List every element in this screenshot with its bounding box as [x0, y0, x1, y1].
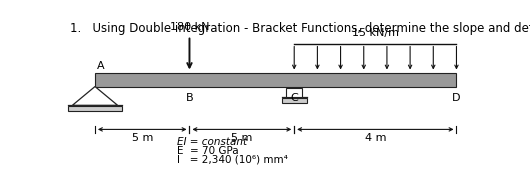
Text: 180 kN: 180 kN [170, 22, 209, 32]
FancyBboxPatch shape [95, 73, 456, 86]
FancyBboxPatch shape [68, 106, 122, 111]
Text: 15 kN/m: 15 kN/m [352, 28, 399, 38]
Text: 4 m: 4 m [365, 133, 386, 143]
Text: 1.   Using Double integration - Bracket Functions, determine the slope and defle: 1. Using Double integration - Bracket Fu… [70, 22, 530, 35]
Polygon shape [73, 86, 118, 105]
Text: C: C [290, 93, 298, 103]
Text: I   = 2,340 (10⁶) mm⁴: I = 2,340 (10⁶) mm⁴ [177, 155, 288, 165]
FancyBboxPatch shape [282, 98, 306, 103]
FancyBboxPatch shape [286, 88, 303, 97]
Text: E  = 70 GPa: E = 70 GPa [177, 146, 239, 156]
Text: B: B [186, 93, 193, 103]
Text: D: D [452, 93, 461, 103]
Text: A: A [97, 61, 105, 71]
Text: 5 m: 5 m [131, 133, 153, 143]
Text: 5 m: 5 m [231, 133, 252, 143]
Text: EI = constant: EI = constant [177, 137, 248, 147]
